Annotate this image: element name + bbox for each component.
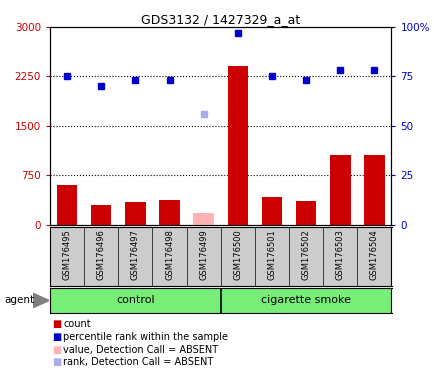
- Text: GSM176498: GSM176498: [164, 230, 174, 280]
- Bar: [261, 197, 282, 225]
- Text: ■: ■: [52, 358, 61, 367]
- Bar: [57, 185, 77, 225]
- Text: percentile rank within the sample: percentile rank within the sample: [63, 332, 227, 342]
- Text: GSM176496: GSM176496: [96, 230, 105, 280]
- Text: GSM176499: GSM176499: [199, 230, 208, 280]
- Bar: [363, 156, 384, 225]
- Text: value, Detection Call = ABSENT: value, Detection Call = ABSENT: [63, 345, 218, 355]
- Text: rank, Detection Call = ABSENT: rank, Detection Call = ABSENT: [63, 358, 213, 367]
- Title: GDS3132 / 1427329_a_at: GDS3132 / 1427329_a_at: [141, 13, 300, 26]
- Text: ■: ■: [52, 332, 61, 342]
- Bar: [295, 201, 316, 225]
- Bar: [329, 156, 350, 225]
- Text: count: count: [63, 319, 91, 329]
- Text: GSM176500: GSM176500: [233, 230, 242, 280]
- Bar: [159, 200, 179, 225]
- Bar: [227, 66, 247, 225]
- Text: GSM176495: GSM176495: [62, 230, 72, 280]
- Text: GSM176497: GSM176497: [131, 230, 140, 280]
- Text: GSM176503: GSM176503: [335, 230, 344, 280]
- Text: agent: agent: [4, 295, 34, 306]
- Text: ■: ■: [52, 345, 61, 355]
- Text: GSM176501: GSM176501: [267, 230, 276, 280]
- Bar: [193, 213, 214, 225]
- Text: cigarette smoke: cigarette smoke: [260, 295, 350, 306]
- Text: ■: ■: [52, 319, 61, 329]
- Text: GSM176504: GSM176504: [369, 230, 378, 280]
- Bar: [91, 205, 111, 225]
- Text: control: control: [116, 295, 155, 306]
- Text: GSM176502: GSM176502: [301, 230, 310, 280]
- Bar: [125, 202, 145, 225]
- Polygon shape: [33, 293, 49, 308]
